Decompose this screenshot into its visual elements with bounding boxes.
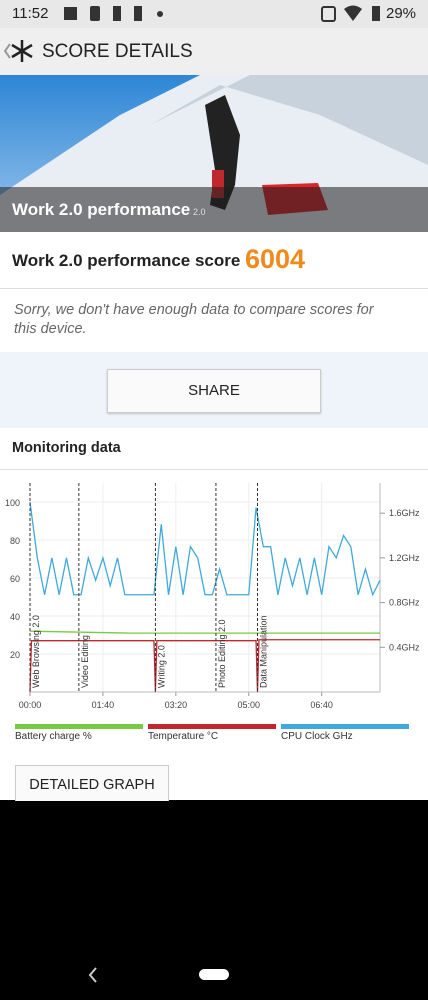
phase-label: Web Browsing 2.0 <box>31 615 41 688</box>
monitoring-card: Monitoring data DETAILED GRAPH <box>0 428 428 801</box>
legend-label: Battery charge % <box>15 731 92 742</box>
score-label: Work 2.0 performance score <box>12 251 241 270</box>
monitoring-title: Monitoring data <box>12 440 121 456</box>
message-text: Sorry, we don't have enough data to comp… <box>14 302 374 337</box>
detailed-graph-button[interactable]: DETAILED GRAPH <box>15 765 169 801</box>
y-tick-label: 40 <box>10 612 20 622</box>
status-icons <box>64 5 380 22</box>
share-button[interactable]: SHARE <box>107 369 321 413</box>
hero-label: Work 2.0 performance <box>12 200 190 219</box>
y2-tick-label: 1.6GHz <box>389 508 420 518</box>
series-line <box>29 630 380 634</box>
phase-label: Data Manipulation <box>259 615 269 688</box>
legend-swatch <box>148 724 276 729</box>
x-tick-label: 06:40 <box>310 700 333 710</box>
y-tick-label: 60 <box>10 574 20 584</box>
phase-label: Writing 2.0 <box>156 645 166 688</box>
share-area: SHARE <box>0 352 428 428</box>
legend-swatch <box>15 724 143 729</box>
nav-bar <box>88 967 229 983</box>
legend-swatch <box>281 724 409 729</box>
score-value: 6004 <box>245 244 306 274</box>
y2-tick-label: 0.4GHz <box>389 642 420 652</box>
y-tick-label: 20 <box>10 650 20 660</box>
nav-home[interactable] <box>199 969 229 980</box>
nav-back[interactable] <box>88 967 97 983</box>
back-icon[interactable] <box>0 28 40 75</box>
hero-version: 2.0 <box>193 207 206 217</box>
y2-tick-label: 1.2GHz <box>389 553 420 563</box>
battery: 29% <box>386 5 417 22</box>
app-bar: SCORE DETAILS <box>0 28 428 75</box>
legend-label: Temperature °C <box>148 731 218 742</box>
x-tick-label: 00:00 <box>19 700 42 710</box>
x-tick-label: 05:00 <box>237 700 260 710</box>
phase-label: Video Editing <box>80 635 90 688</box>
y-tick-label: 80 <box>10 536 20 546</box>
series-line <box>29 501 381 597</box>
score-row: Work 2.0 performance score 6004 <box>0 232 428 289</box>
y-tick-label: 100 <box>5 498 20 508</box>
hero-image: Work 2.0 performance 2.0 <box>0 75 428 232</box>
hero-art: Work 2.0 performance 2.0 <box>0 75 428 232</box>
message: Sorry, we don't have enough data to comp… <box>0 289 428 352</box>
series-line <box>29 639 380 693</box>
y2-tick-label: 0.8GHz <box>389 598 420 608</box>
x-tick-label: 01:40 <box>92 700 115 710</box>
phase-label: Photo Editing 2.0 <box>217 619 227 688</box>
title: SCORE DETAILS <box>42 41 193 62</box>
x-tick-label: 03:20 <box>165 700 188 710</box>
status-bar: 11:52 29% <box>0 0 428 28</box>
time: 11:52 <box>12 5 49 22</box>
chart: 20 40 60 80 100 00:00 01:40 03:20 05:00 06:40 0.4G… <box>5 483 420 742</box>
legend-label: CPU Clock GHz <box>281 731 353 742</box>
